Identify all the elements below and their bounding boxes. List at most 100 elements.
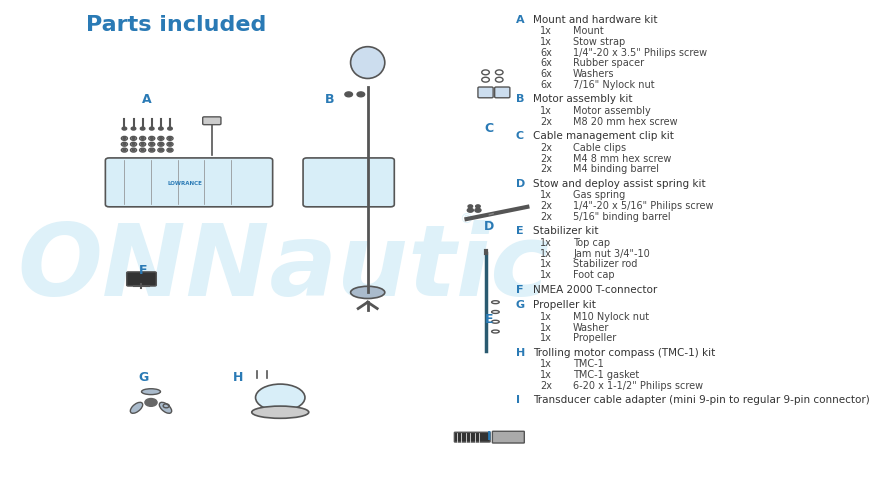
Text: Stabilizer rod: Stabilizer rod	[573, 259, 637, 269]
FancyBboxPatch shape	[493, 431, 524, 443]
Text: 2x: 2x	[540, 201, 552, 211]
Ellipse shape	[130, 403, 142, 413]
Circle shape	[345, 93, 352, 98]
Text: Gas spring: Gas spring	[573, 190, 625, 200]
Text: Washers: Washers	[573, 69, 615, 79]
Ellipse shape	[350, 286, 384, 299]
Text: 2x: 2x	[540, 164, 552, 174]
Text: 1x: 1x	[540, 190, 552, 200]
Ellipse shape	[350, 48, 384, 79]
Text: D: D	[484, 220, 495, 232]
Circle shape	[168, 144, 171, 146]
Circle shape	[475, 209, 481, 213]
Text: M10 Nylock nut: M10 Nylock nut	[573, 311, 649, 321]
Text: Parts included: Parts included	[86, 15, 267, 35]
Circle shape	[468, 205, 472, 208]
Text: 2x: 2x	[540, 153, 552, 163]
Text: M4 binding barrel: M4 binding barrel	[573, 164, 659, 174]
Text: Motor assembly kit: Motor assembly kit	[533, 94, 633, 104]
Circle shape	[132, 144, 135, 146]
Text: Jam nut 3/4"-10: Jam nut 3/4"-10	[573, 248, 650, 258]
Circle shape	[468, 209, 473, 213]
Text: H: H	[233, 371, 244, 384]
Text: Stow and deploy assist spring kit: Stow and deploy assist spring kit	[533, 179, 705, 188]
Ellipse shape	[159, 403, 172, 413]
Text: Motor assembly: Motor assembly	[573, 106, 650, 116]
Text: Propeller kit: Propeller kit	[533, 300, 596, 309]
Text: Mount and hardware kit: Mount and hardware kit	[533, 15, 657, 24]
Text: 5/16" binding barrel: 5/16" binding barrel	[573, 211, 670, 222]
FancyBboxPatch shape	[106, 159, 272, 207]
Text: Stabilizer kit: Stabilizer kit	[533, 226, 599, 236]
Text: F: F	[516, 284, 523, 294]
Circle shape	[151, 144, 153, 146]
Text: H: H	[516, 347, 525, 357]
Ellipse shape	[142, 389, 160, 395]
Text: 1x: 1x	[540, 332, 552, 343]
Text: NMEA 2000 T-connector: NMEA 2000 T-connector	[533, 284, 657, 294]
Circle shape	[123, 150, 126, 152]
Text: D: D	[516, 179, 525, 188]
Text: 2x: 2x	[540, 116, 552, 126]
Text: 1x: 1x	[540, 26, 552, 36]
FancyBboxPatch shape	[126, 272, 156, 286]
Circle shape	[168, 128, 172, 131]
Text: 2x: 2x	[540, 380, 552, 390]
Text: E: E	[485, 312, 494, 325]
Text: 1x: 1x	[540, 248, 552, 258]
Circle shape	[123, 138, 126, 140]
Text: ®: ®	[460, 213, 473, 226]
Text: M4 8 mm hex screw: M4 8 mm hex screw	[573, 153, 671, 163]
Ellipse shape	[252, 406, 309, 419]
Text: C: C	[485, 122, 494, 135]
Text: Transducer cable adapter (mini 9-pin to regular 9-pin connector): Transducer cable adapter (mini 9-pin to …	[533, 395, 869, 405]
Text: Washer: Washer	[573, 322, 609, 332]
Text: B: B	[325, 93, 334, 105]
Circle shape	[141, 150, 144, 152]
Circle shape	[150, 128, 154, 131]
Text: Cable clips: Cable clips	[573, 142, 626, 153]
Text: 6-20 x 1-1/2" Philips screw: 6-20 x 1-1/2" Philips screw	[573, 380, 703, 390]
Circle shape	[159, 138, 162, 140]
Text: 1/4"-20 x 3.5" Philips screw: 1/4"-20 x 3.5" Philips screw	[573, 47, 707, 58]
Text: Propeller: Propeller	[573, 332, 616, 343]
Circle shape	[159, 128, 163, 131]
Text: 1x: 1x	[540, 269, 552, 280]
Text: A: A	[516, 15, 524, 24]
Circle shape	[132, 150, 135, 152]
Circle shape	[145, 399, 157, 407]
Text: 1x: 1x	[540, 359, 552, 368]
Text: Mount: Mount	[573, 26, 604, 36]
Text: 1x: 1x	[540, 322, 552, 332]
Text: TMC-1 gasket: TMC-1 gasket	[573, 369, 639, 379]
Circle shape	[159, 144, 162, 146]
Circle shape	[151, 138, 153, 140]
Text: 1x: 1x	[540, 37, 552, 47]
Circle shape	[122, 128, 126, 131]
Circle shape	[141, 128, 145, 131]
Circle shape	[141, 138, 144, 140]
Text: Rubber spacer: Rubber spacer	[573, 58, 644, 68]
Text: I: I	[516, 395, 520, 405]
Circle shape	[151, 150, 153, 152]
Text: Stow strap: Stow strap	[573, 37, 625, 47]
Text: 6x: 6x	[540, 58, 552, 68]
Text: 6x: 6x	[540, 80, 552, 89]
Text: 6x: 6x	[540, 47, 552, 58]
Text: TMC-1: TMC-1	[573, 359, 604, 368]
FancyBboxPatch shape	[202, 118, 221, 125]
Text: C: C	[516, 131, 524, 141]
Text: 1x: 1x	[540, 238, 552, 247]
Text: Cable management clip kit: Cable management clip kit	[533, 131, 674, 141]
Circle shape	[132, 138, 135, 140]
FancyBboxPatch shape	[495, 88, 510, 99]
Text: G: G	[138, 371, 149, 384]
Circle shape	[141, 144, 144, 146]
Text: Foot cap: Foot cap	[573, 269, 615, 280]
Circle shape	[159, 150, 162, 152]
Ellipse shape	[255, 385, 305, 411]
Text: 1x: 1x	[540, 259, 552, 269]
Text: 1x: 1x	[540, 106, 552, 116]
Text: Trolling motor compass (TMC-1) kit: Trolling motor compass (TMC-1) kit	[533, 347, 715, 357]
Circle shape	[168, 138, 171, 140]
